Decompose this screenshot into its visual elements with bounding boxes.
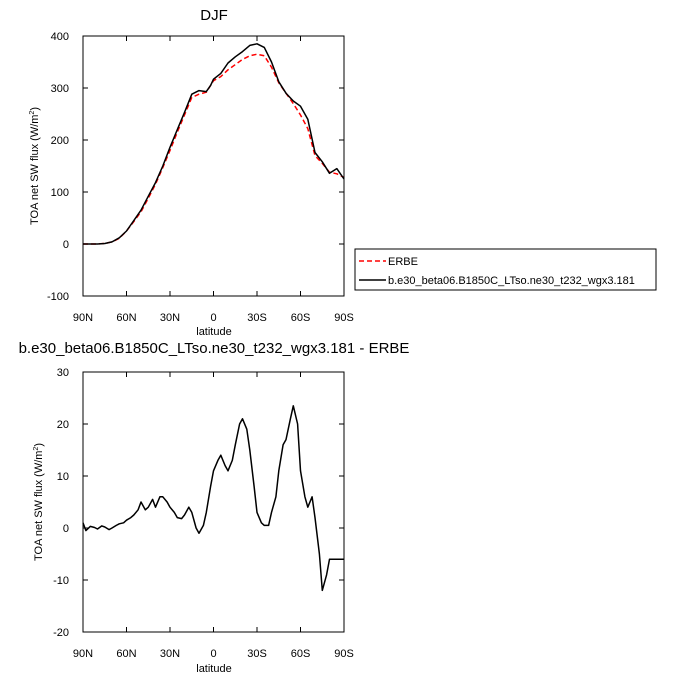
- y-axis-label-superscript: 2: [33, 447, 40, 451]
- y-axis-label-close: ): [33, 443, 45, 447]
- x-axis-label: latitude: [196, 663, 231, 675]
- chart-title: b.e30_beta06.B1850C_LTso.ne30_t232_wgx3.…: [19, 340, 410, 357]
- y-tick-label: 10: [57, 471, 69, 483]
- x-tick-label: 60S: [291, 648, 311, 660]
- series-lines: [82, 405, 344, 592]
- legend-label-erbe: ERBE: [388, 256, 418, 268]
- y-axis-label: TOA net SW flux (W/m2): [29, 107, 41, 225]
- axis-ticks: 90N 60N 30N 0 30S 60S 90S -100 0 100 200 300 400: [47, 31, 354, 324]
- x-tick-label: 0: [210, 312, 216, 324]
- series-line-model: [83, 43, 345, 245]
- series-line-erbe: [83, 53, 345, 245]
- legend-box: [354, 248, 657, 291]
- y-axis-label-main: TOA net SW flux (W/m: [29, 115, 41, 225]
- x-tick-label: 90S: [334, 648, 354, 660]
- y-tick-label: 400: [51, 31, 69, 43]
- bottom-chart: b.e30_beta06.B1850C_LTso.ne30_t232_wgx3.…: [19, 340, 410, 675]
- x-tick-label: 60S: [291, 312, 311, 324]
- series-lines: [83, 43, 345, 245]
- y-tick-label: 20: [57, 419, 69, 431]
- y-tick-label: 200: [51, 135, 69, 147]
- series-line-difference: [82, 405, 344, 592]
- x-tick-label: 30N: [160, 648, 180, 660]
- x-tick-label: 30S: [247, 648, 267, 660]
- plot-frame: [82, 371, 345, 633]
- y-tick-label: -10: [53, 575, 69, 587]
- x-axis-label: latitude: [196, 326, 231, 338]
- y-tick-label: 0: [63, 523, 69, 535]
- axis-ticks: 90N 60N 30N 0 30S 60S 90S -20 -10 0 10 20 30: [53, 367, 354, 660]
- legend: ERBE b.e30_beta06.B1850C_LTso.ne30_t232_…: [354, 248, 657, 291]
- y-axis-label-superscript: 2: [29, 111, 36, 115]
- x-tick-label: 0: [210, 648, 216, 660]
- x-tick-label: 90N: [73, 648, 93, 660]
- y-tick-label: 30: [57, 367, 69, 379]
- x-tick-label: 60N: [116, 648, 136, 660]
- y-tick-label: -20: [53, 627, 69, 639]
- x-tick-label: 30N: [160, 312, 180, 324]
- x-tick-label: 30S: [247, 312, 267, 324]
- chart-title: DJF: [200, 7, 228, 24]
- y-tick-label: 100: [51, 187, 69, 199]
- top-chart: DJF latitude TOA net SW flux (W/m2) 90N 6…: [29, 7, 354, 338]
- legend-label-model: b.e30_beta06.B1850C_LTso.ne30_t232_wgx3.…: [388, 275, 635, 287]
- y-axis-label-main: TOA net SW flux (W/m: [33, 451, 45, 561]
- x-tick-label: 90S: [334, 312, 354, 324]
- y-tick-label: 300: [51, 83, 69, 95]
- y-tick-label: -100: [47, 291, 69, 303]
- y-tick-label: 0: [63, 239, 69, 251]
- y-axis-label-close: ): [29, 107, 41, 111]
- x-tick-label: 90N: [73, 312, 93, 324]
- x-tick-label: 60N: [116, 312, 136, 324]
- y-axis-label: TOA net SW flux (W/m2): [33, 443, 45, 561]
- plot-frame: [82, 35, 345, 297]
